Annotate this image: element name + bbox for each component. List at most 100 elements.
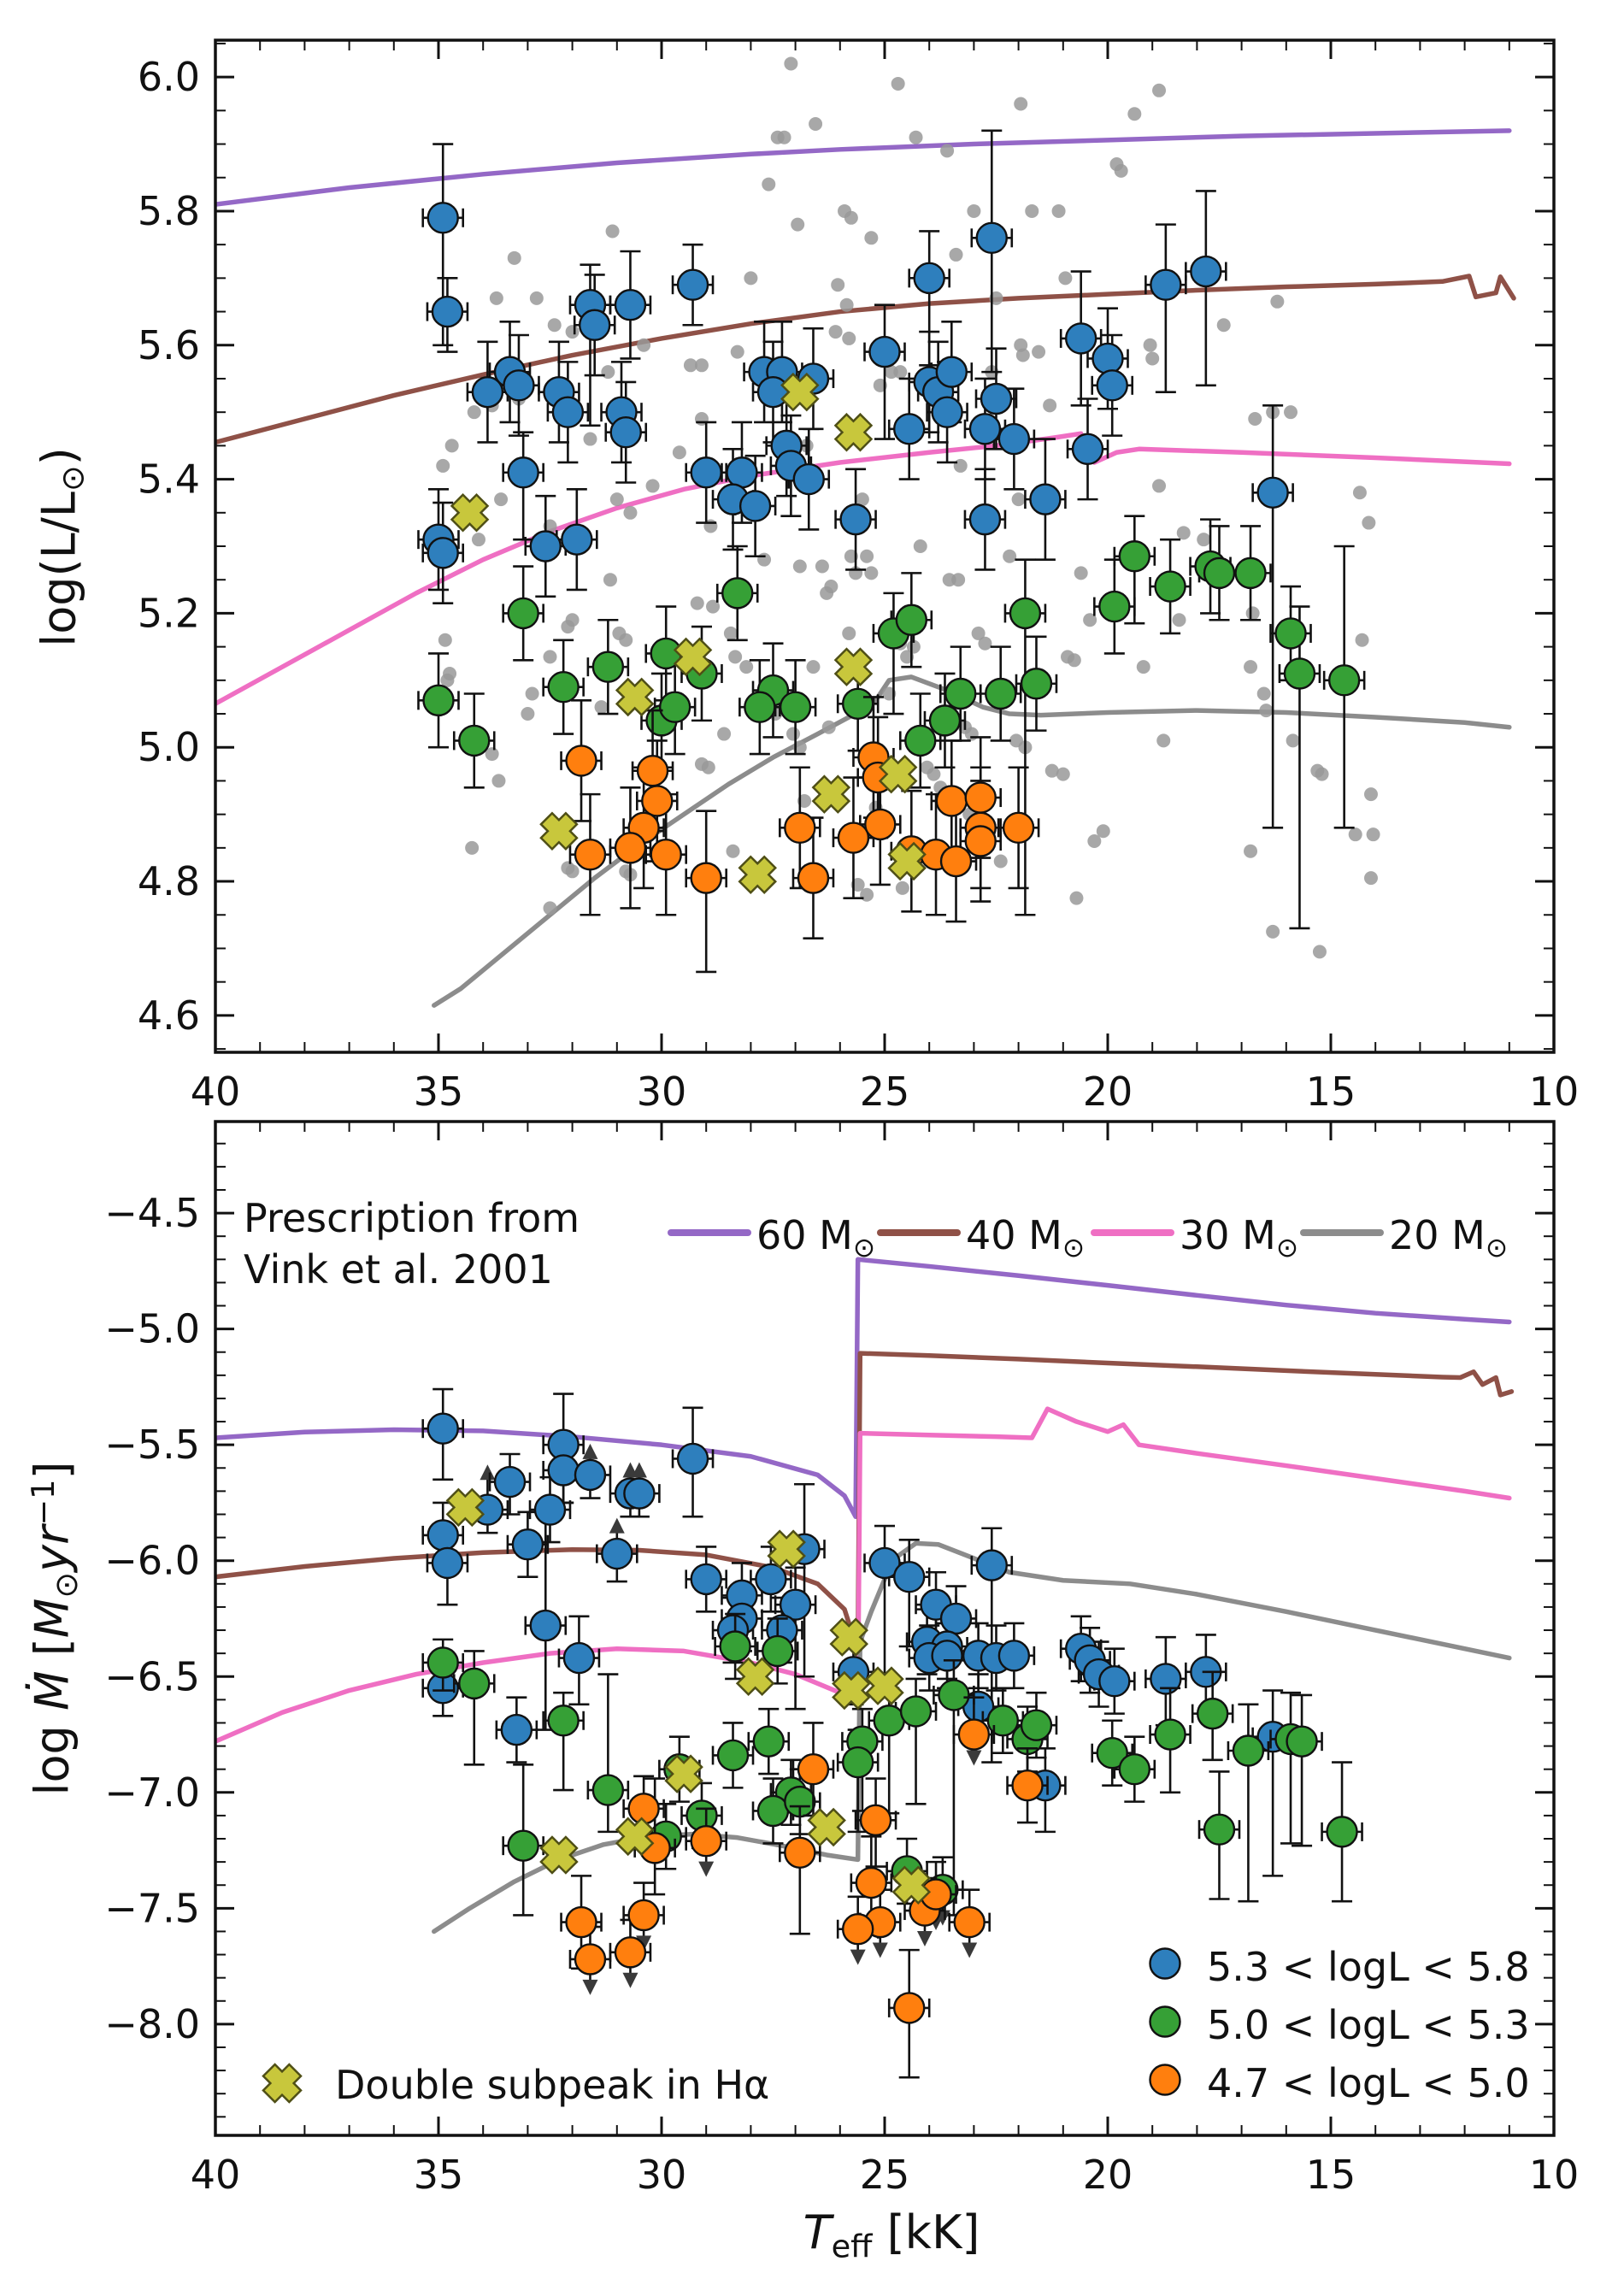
data-point: [627, 1899, 660, 1932]
data-point: [591, 651, 625, 683]
data-point: [1286, 1725, 1318, 1758]
x-marker: [615, 1817, 655, 1857]
data-point: [427, 1412, 459, 1445]
track-30-msun: [215, 431, 1512, 707]
svg-text:5.2: 5.2: [138, 590, 200, 636]
background-dot: [792, 559, 807, 574]
x-marker: [539, 811, 579, 851]
background-dot: [521, 707, 535, 721]
svg-text:5.0: 5.0: [138, 724, 200, 770]
background-dot: [1216, 318, 1231, 333]
data-point: [873, 1705, 905, 1737]
data-point: [690, 456, 722, 489]
data-point: [939, 1602, 973, 1635]
background-dot: [1044, 763, 1059, 778]
data-point: [1283, 657, 1316, 690]
x-marker: [450, 493, 490, 533]
background-dot: [1312, 945, 1327, 959]
data-points-top: [417, 56, 1380, 974]
background-dot: [806, 660, 821, 674]
data-point: [427, 1646, 459, 1679]
background-dot: [1015, 348, 1030, 362]
data-point: [547, 1454, 580, 1487]
x-marker: [878, 754, 918, 794]
background-dot: [1152, 479, 1167, 493]
background-dot: [637, 338, 651, 352]
data-point: [931, 1640, 963, 1672]
background-dot: [645, 479, 660, 493]
background-dot: [1011, 492, 1026, 507]
background-dot: [1087, 834, 1102, 849]
data-point: [893, 1992, 926, 2024]
x-marker: [865, 1666, 904, 1705]
legend-x-marker: [262, 2063, 303, 2104]
data-point: [797, 1752, 830, 1786]
data-point: [1020, 1709, 1053, 1741]
data-point: [565, 745, 597, 777]
data-point: [427, 202, 459, 234]
background-dot: [842, 331, 856, 345]
background-dot: [728, 650, 743, 664]
background-dot: [1362, 515, 1376, 530]
background-dot: [1363, 871, 1378, 886]
svg-text:5.8: 5.8: [138, 188, 200, 234]
svg-text:10: 10: [1529, 2152, 1580, 2198]
background-dot: [436, 458, 450, 473]
background-dot: [1244, 844, 1258, 858]
background-dot: [777, 130, 791, 144]
background-dot: [1127, 107, 1142, 121]
data-point: [797, 862, 830, 894]
series-4.7-<-logl-<-5.0: [560, 1696, 1049, 2079]
background-dot: [1248, 412, 1262, 427]
data-point: [565, 1905, 597, 1939]
background-dot: [1197, 533, 1211, 547]
data-point: [841, 1913, 874, 1946]
background-dot: [507, 250, 521, 265]
background-dot: [1286, 733, 1300, 748]
data-point: [641, 785, 674, 817]
data-point: [507, 456, 539, 489]
background-dot: [694, 358, 709, 373]
data-point: [1327, 664, 1361, 697]
data-point: [614, 832, 647, 864]
background-dot: [1245, 606, 1260, 621]
data-point: [458, 1667, 491, 1700]
series-double-subpeak-in-ha: [450, 372, 927, 894]
data-point: [756, 1794, 790, 1828]
background-dot: [1056, 767, 1070, 781]
svg-text:30: 30: [637, 2152, 687, 2198]
data-point: [944, 677, 977, 710]
data-point: [859, 1804, 892, 1837]
svg-text:10: 10: [1529, 1069, 1580, 1115]
background-dot: [623, 505, 638, 520]
background-dot: [1270, 294, 1285, 309]
background-dot: [561, 620, 575, 634]
panel-frame-top: [214, 38, 1556, 1054]
background-dot: [864, 231, 879, 245]
background-dot: [730, 344, 744, 359]
evolution-tracks-bottom: [215, 1257, 1515, 1934]
data-point: [997, 1640, 1031, 1672]
x-marker: [891, 1865, 932, 1905]
x-marker: [833, 647, 874, 686]
data-point: [1096, 369, 1128, 402]
background-dot: [913, 539, 927, 553]
background-dot: [594, 700, 609, 715]
evolution-tracks-top: [215, 128, 1516, 1008]
data-point: [1274, 617, 1307, 650]
data-point: [623, 1477, 656, 1510]
background-dot: [824, 580, 838, 594]
background-dot: [672, 445, 686, 460]
x-marker: [735, 1657, 775, 1697]
data-point: [431, 295, 464, 328]
data-point: [1190, 255, 1222, 288]
svg-text:35: 35: [414, 1069, 464, 1115]
data-point: [503, 369, 535, 402]
svg-text:−8.0: −8.0: [104, 2001, 200, 2047]
background-dot: [1172, 613, 1186, 627]
data-point: [1196, 1697, 1229, 1730]
background-dot: [1096, 824, 1110, 839]
svg-text:−7.0: −7.0: [104, 1770, 200, 1816]
background-dot: [784, 56, 798, 71]
